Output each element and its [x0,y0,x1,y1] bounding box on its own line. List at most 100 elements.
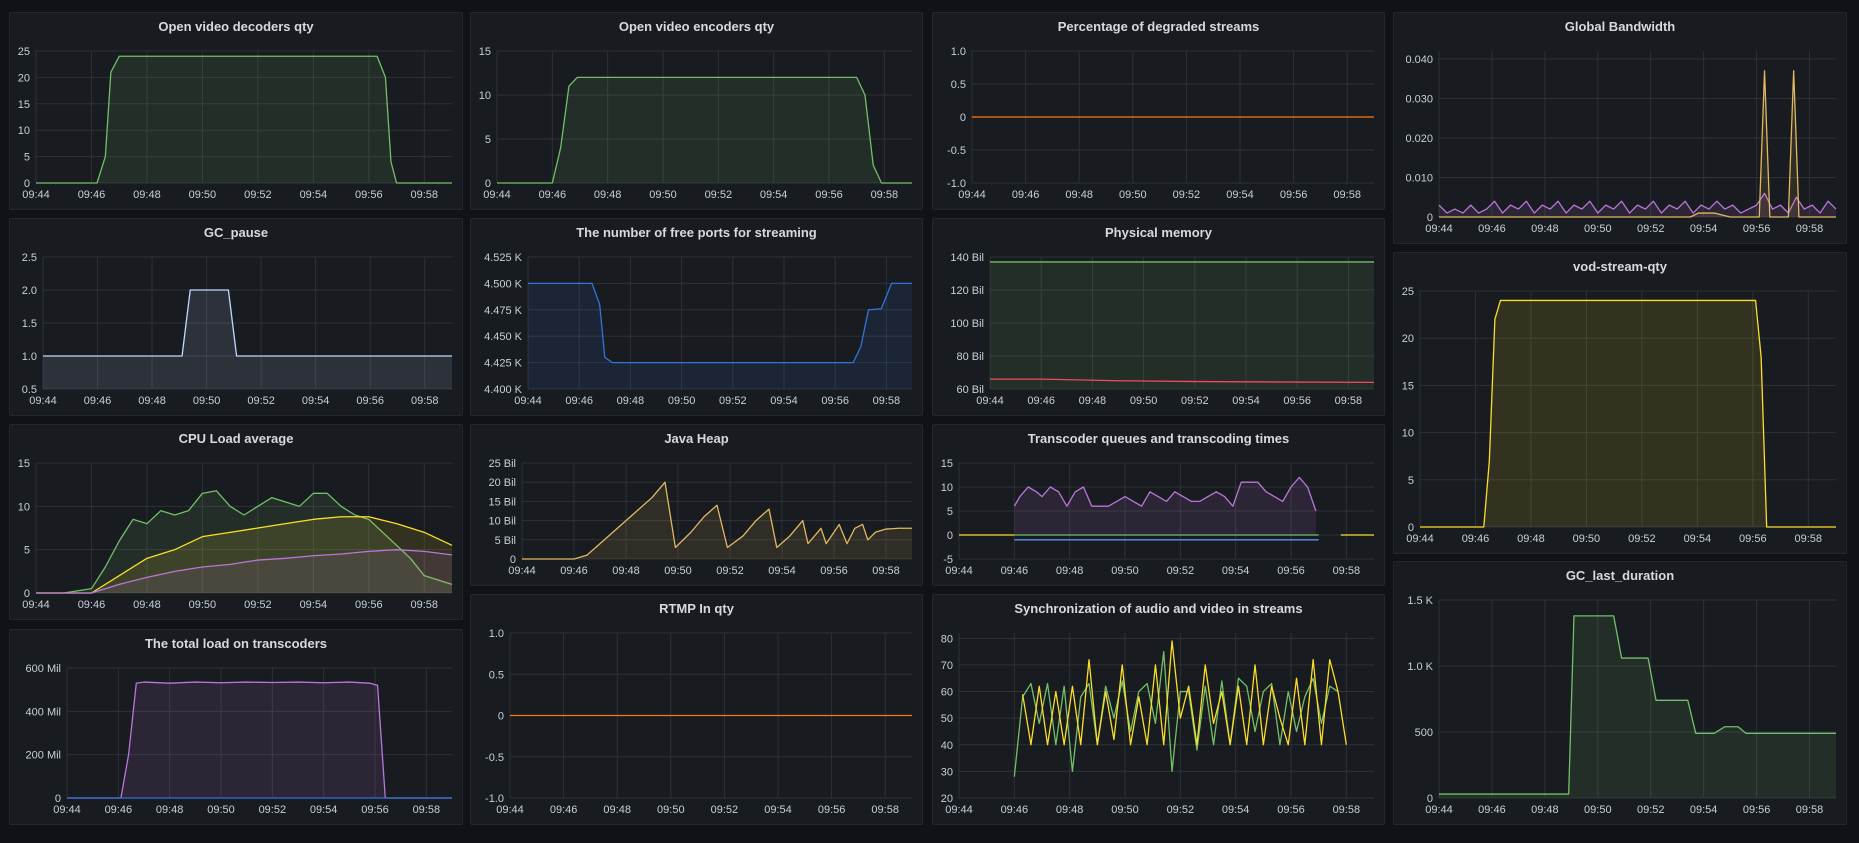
panel-title[interactable]: Physical memory [1105,225,1212,240]
chart-svg[interactable]: 1.0 0.5 0 -0.5 -1.009:44 09:46 09:48 09:50 09:52… [933,13,1384,209]
chart-svg[interactable]: 0 5 10 15 09:44 09:46 09:48 09:50 09:52 09:54 09:5… [471,13,922,209]
panel-open-video-decoders[interactable]: Open video decoders qty 0 5 10 15 20 25 09:44 0… [9,12,463,210]
panel-cpu-load[interactable]: CPU Load average 15 10 5 0 09:44 09:46 09:48 09… [9,424,463,620]
y-tick-label: 0 [1408,522,1414,534]
panel-free-ports[interactable]: The number of free ports for streaming 4… [470,218,923,416]
y-tick-label: 70 [941,660,953,672]
chart-svg[interactable]: 600 Mil 400 Mil 200 Mil 009:44 09:46 09:48 09:… [10,630,462,824]
chart-svg[interactable]: 1.0 0.5 0 -0.5 -1.009:44 09:46 09:48 09:50 09:52… [471,595,922,824]
chart-svg[interactable]: 0.040 0.030 0.020 0.010 009:44 09:46 09:48 09:5… [1394,13,1846,243]
panel-title[interactable]: Open video encoders qty [618,19,775,34]
panel-rtmp-in-qty[interactable]: RTMP In qty 1.0 0.5 0 -0.5 -1.0 09:44 09:46 09:… [470,594,923,825]
y-tick-label: 100 Bil [950,318,984,330]
x-tick-label: 09:56 [1280,189,1308,201]
x-tick-label: 09:56 [356,395,384,407]
panel-title[interactable]: The total load on transcoders [144,636,328,651]
x-tick-label: 09:48 [1056,565,1084,577]
panel-title[interactable]: RTMP In qty [659,601,734,616]
x-tick-label: 09:48 [156,804,184,816]
panel-transcoder-queues[interactable]: Transcoder queues and transcoding times … [932,424,1385,586]
y-tick-label: 10 [1402,428,1414,440]
panel-physical-memory[interactable]: Physical memory 140 Bil 120 Bil 100 Bil 80 … [932,218,1385,416]
panel-title[interactable]: Global Bandwidth [1564,19,1676,34]
panel-java-heap[interactable]: Java Heap 25 Bil 20 Bil 15 Bil 10 Bil 5 Bil 0… [470,424,923,586]
panel-title[interactable]: Percentage of degraded streams [1057,19,1260,34]
y-tick-label: 0 [960,112,966,124]
x-tick-label: 09:58 [871,189,899,201]
y-tick-label: 4.525 K [484,252,523,264]
chart-svg[interactable]: 25 Bil 20 Bil 15 Bil 10 Bil 5 Bil 009:44 09:46… [471,425,922,585]
panel-audio-video-sync[interactable]: Synchronization of audio and video in st… [932,594,1385,825]
y-tick-label: 20 Bil [488,477,516,489]
y-tick-label: 4.425 K [484,358,523,370]
x-tick-label: 09:48 [133,599,161,611]
panel-title[interactable]: CPU Load average [178,431,294,446]
x-tick-label: 09:48 [1065,189,1093,201]
panel-title[interactable]: GC_pause [203,225,269,240]
panel-vod-stream-qty[interactable]: vod-stream-qty 25 20 15 10 5 0 09:44 09:46 09:48… [1393,252,1847,554]
x-tick-label: 09:44 [496,804,524,816]
x-tick-label: 09:46 [1001,804,1029,816]
chart-svg[interactable]: 15 10 5 009:44 09:46 09:48 09:50 09:52 09:54 09:5… [10,425,462,619]
panel-title[interactable]: vod-stream-qty [1573,259,1667,274]
y-tick-label: 0 [1427,793,1433,805]
panel-degraded-streams[interactable]: Percentage of degraded streams 1.0 0.5 0 -0… [932,12,1385,210]
panel-title[interactable]: Java Heap [664,431,729,446]
x-tick-label: 09:50 [1111,804,1139,816]
y-tick-label: 10 [18,501,30,513]
x-tick-label: 09:54 [1222,565,1250,577]
panel-total-load-transcoders[interactable]: The total load on transcoders 600 Mil 400… [9,629,463,825]
x-tick-label: 09:58 [1333,804,1361,816]
x-tick-label: 09:48 [617,395,645,407]
panel-gc-last-duration[interactable]: GC_last_duration 1.5 K 1.0 K 500 0 09:44 09:4… [1393,561,1847,825]
y-tick-label: 5 [485,134,491,146]
chart-svg[interactable]: 0 5 10 15 20 25 09:44 09:46 09:48 09:50 09:52 09:54… [10,13,462,209]
panel-title[interactable]: GC_last_duration [1565,568,1675,583]
chart-svg[interactable]: 2.5 2.0 1.5 1.0 0.509:44 09:46 09:48 09:50 09:52… [10,219,462,415]
y-tick-label: 5 [947,506,953,518]
y-tick-label: 30 [941,766,953,778]
series-line-1 [1021,640,1347,746]
x-tick-label: 09:48 [1517,533,1545,545]
panel-title[interactable]: Open video decoders qty [158,19,314,34]
series-area-2 [36,549,452,593]
y-tick-label: 20 [18,72,30,84]
x-tick-label: 09:58 [871,804,899,816]
chart-svg[interactable]: 25 20 15 10 5 009:44 09:46 09:48 09:50 09:52 09:54… [1394,253,1846,553]
x-tick-label: 09:44 [514,395,542,407]
x-tick-label: 09:50 [1130,395,1158,407]
chart-svg[interactable]: 15 10 5 0 -509:44 09:46 09:48 09:50 09:52 09:54 09… [933,425,1384,585]
x-tick-label: 09:56 [1739,533,1767,545]
series-area-0 [1420,300,1836,527]
x-tick-label: 09:54 [1232,395,1260,407]
panel-title[interactable]: Synchronization of audio and video in st… [1014,601,1303,616]
x-tick-label: 09:56 [818,804,846,816]
panel-title[interactable]: The number of free ports for streaming [576,225,817,240]
x-tick-label: 09:52 [705,189,733,201]
panel-title[interactable]: Transcoder queues and transcoding times [1027,431,1290,446]
x-tick-label: 09:50 [668,395,696,407]
x-tick-label: 09:46 [1001,565,1029,577]
chart-svg[interactable]: 1.5 K 1.0 K 500 009:44 09:46 09:48 09:50 09:52 0… [1394,562,1846,824]
x-tick-label: 09:46 [105,804,133,816]
chart-svg[interactable]: 4.525 K 4.500 K 4.475 K 4.450 K 4.425 K 4.400… [471,219,922,415]
series-line-0 [522,481,912,560]
panel-gc-pause[interactable]: GC_pause 2.5 2.0 1.5 1.0 0.5 09:44 09:46 09:48 0… [9,218,463,416]
y-tick-label: 40 [941,740,953,752]
y-tick-label: 0.5 [951,79,966,91]
x-tick-label: 09:46 [1478,804,1506,816]
x-tick-label: 09:52 [711,804,739,816]
x-tick-label: 09:44 [976,395,1004,407]
series-area-1 [36,516,452,593]
panel-open-video-encoders[interactable]: Open video encoders qty 0 5 10 15 09:44 09:46… [470,12,923,210]
x-tick-label: 09:46 [565,395,593,407]
x-tick-label: 09:46 [1027,395,1055,407]
series-line-0 [497,76,912,184]
x-tick-label: 09:52 [716,565,744,577]
y-tick-label: 5 [24,545,30,557]
y-tick-label: 1.0 [489,628,504,640]
series-area-0 [497,77,912,183]
panel-global-bandwidth[interactable]: Global Bandwidth 0.040 0.030 0.020 0.010 0 09… [1393,12,1847,244]
